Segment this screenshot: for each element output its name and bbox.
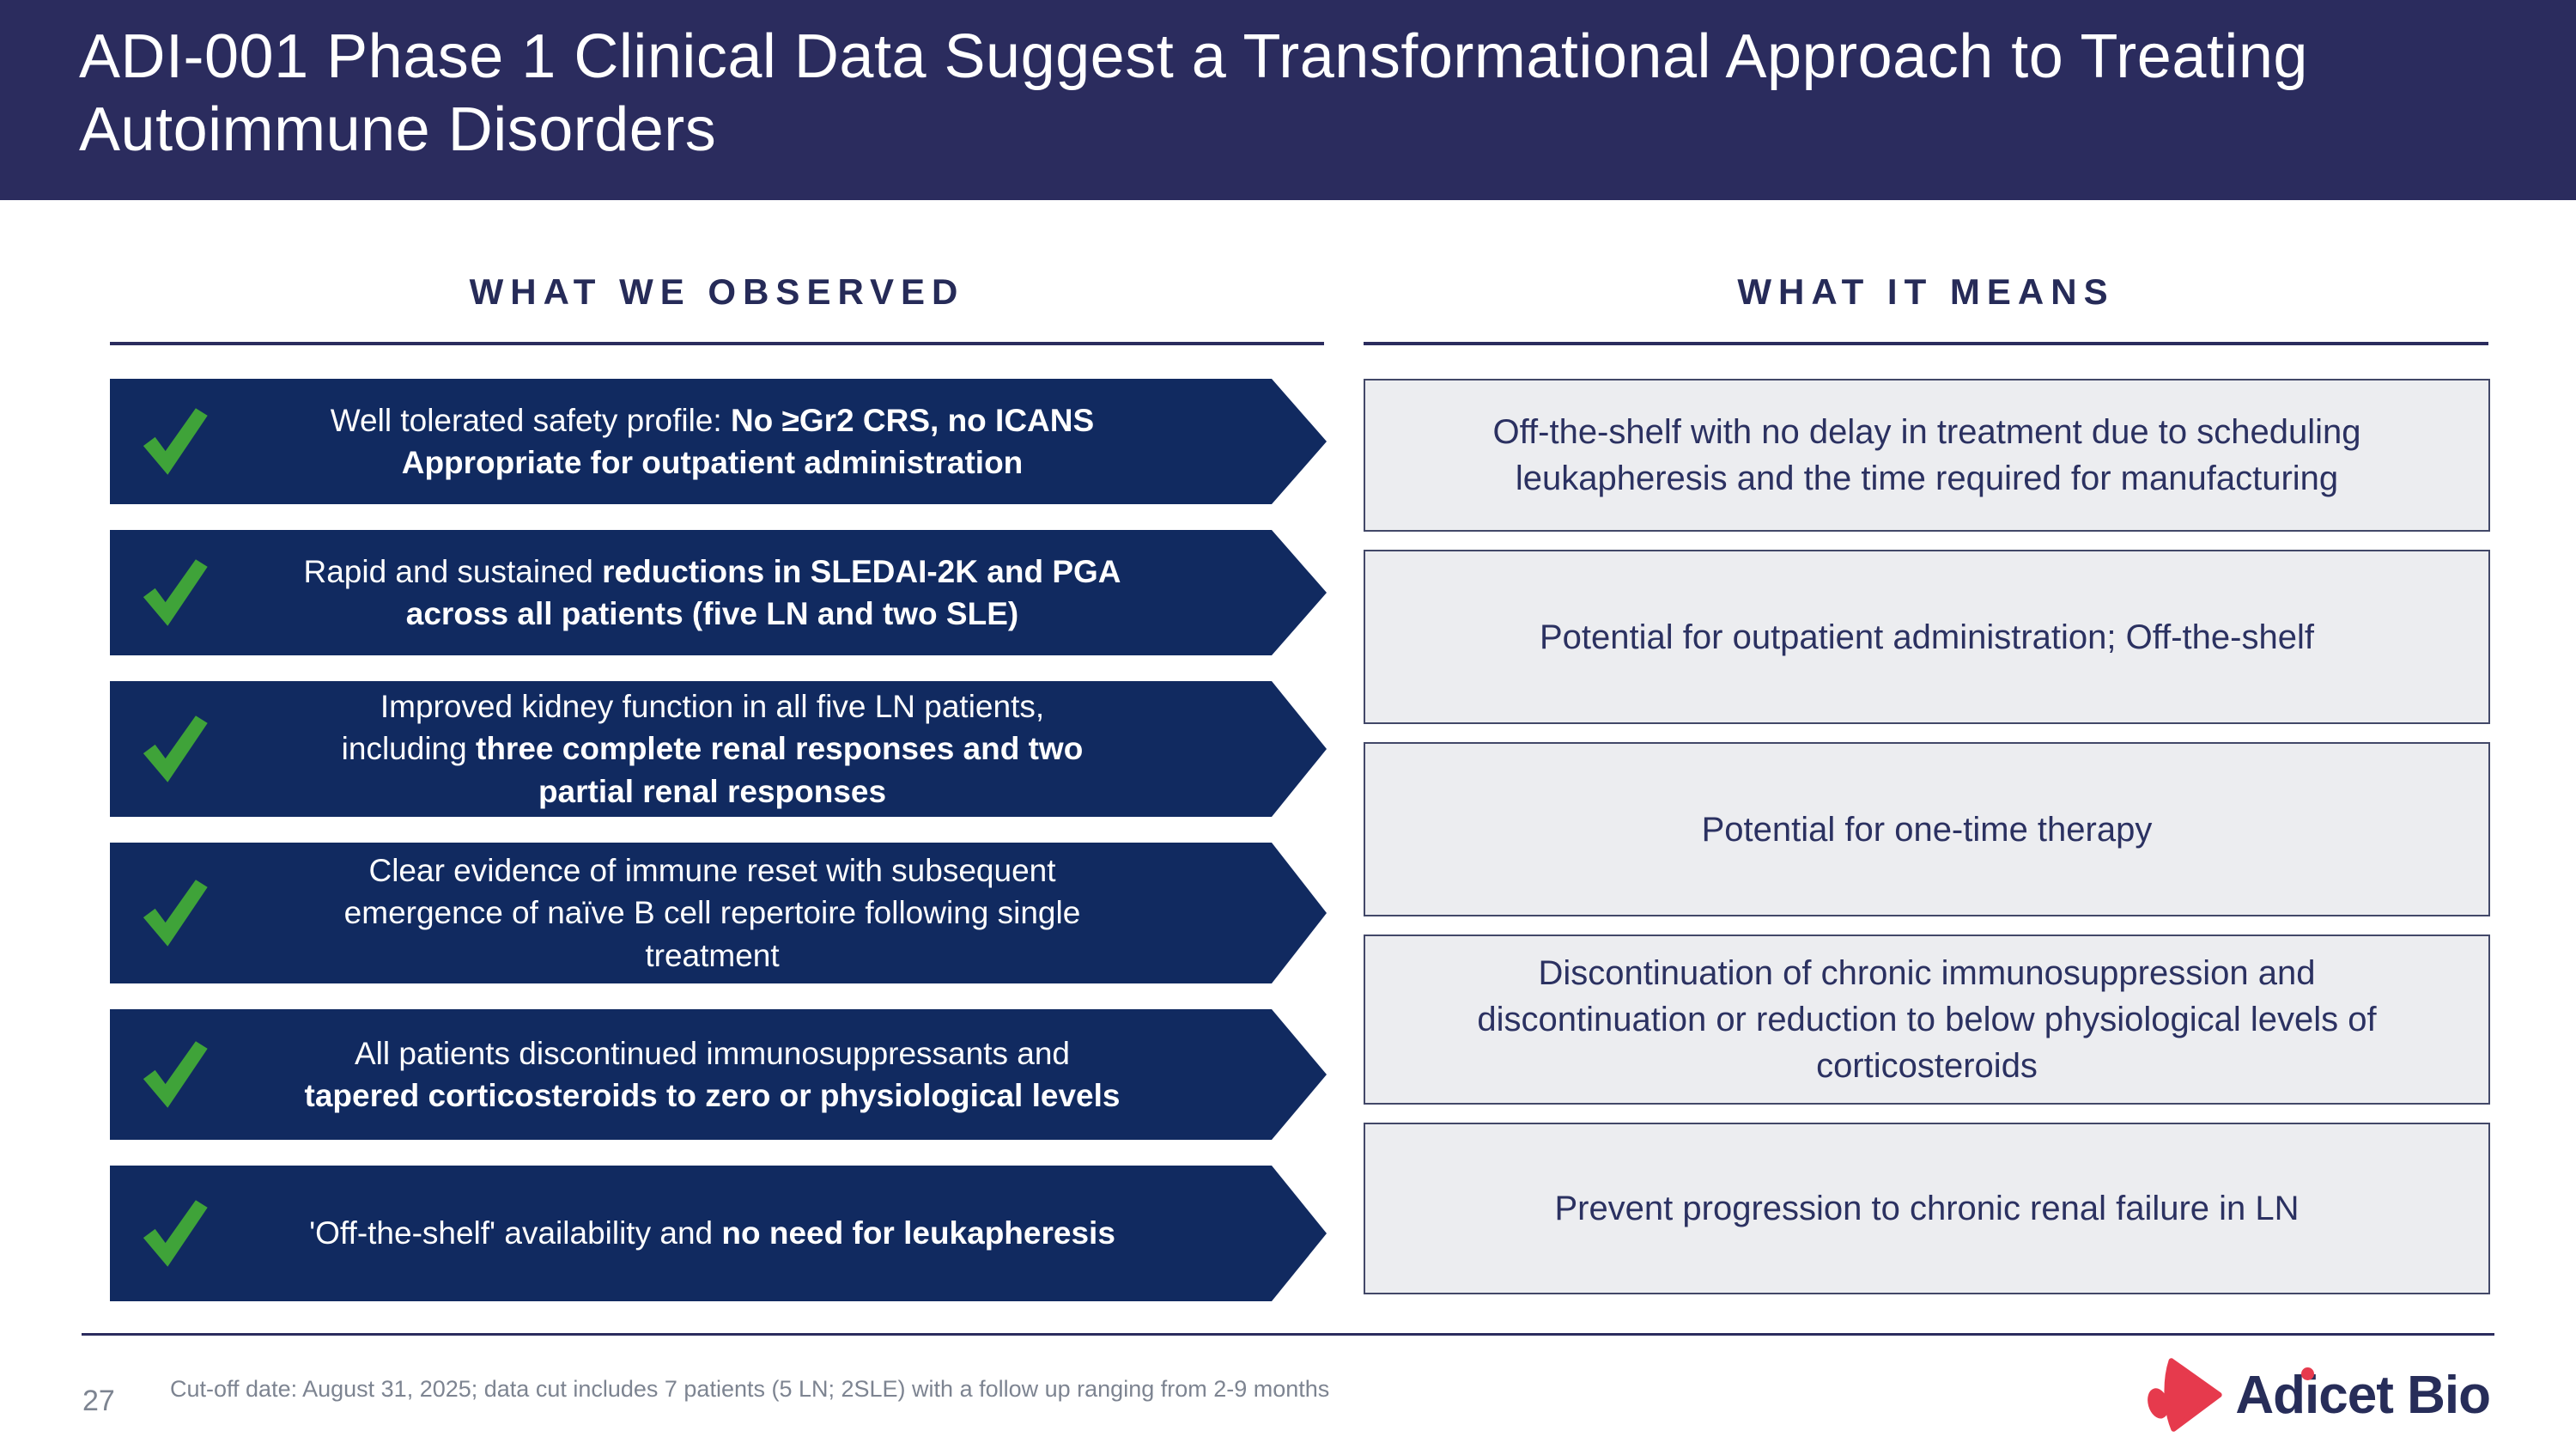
observed-item: 'Off-the-shelf' availability and no need… xyxy=(110,1166,1327,1301)
observed-text-segment: Rapid and sustained xyxy=(303,553,603,589)
footer-rule xyxy=(82,1333,2494,1336)
page-number: 27 xyxy=(82,1385,115,1417)
observed-item: Rapid and sustained reductions in SLEDAI… xyxy=(110,530,1327,655)
check-icon xyxy=(137,1033,211,1116)
observed-text-segment: partial renal responses xyxy=(538,773,887,809)
observed-item-text: 'Off-the-shelf' availability and no need… xyxy=(211,1212,1327,1254)
means-item: Potential for one-time therapy xyxy=(1364,742,2490,916)
means-item: Prevent progression to chronic renal fai… xyxy=(1364,1123,2490,1294)
logo-i-dot-icon xyxy=(2301,1367,2315,1380)
observed-text-segment: no need for leukapheresis xyxy=(721,1215,1115,1251)
observed-item: All patients discontinued immunosuppress… xyxy=(110,1009,1327,1140)
means-item-text: Potential for outpatient administration;… xyxy=(1540,618,2314,656)
observed-text-segment: emergence of naïve B cell repertoire fol… xyxy=(343,895,1081,931)
observed-text-segment: No ≥Gr2 CRS, no ICANS xyxy=(730,402,1095,438)
means-item: Potential for outpatient administration;… xyxy=(1364,550,2490,724)
means-item-text: Potential for one-time therapy xyxy=(1701,810,2153,849)
observed-text-segment: All patients discontinued immunosuppress… xyxy=(355,1035,1070,1071)
check-icon xyxy=(137,551,211,634)
observed-item: Well tolerated safety profile: No ≥Gr2 C… xyxy=(110,379,1327,504)
observed-heading-rule xyxy=(110,342,1324,345)
observed-text-segment: 'Off-the-shelf' availability and xyxy=(309,1215,722,1251)
means-column-heading: WHAT IT MEANS xyxy=(1737,271,2115,312)
means-item-text: Off-the-shelf with no delay in treatment… xyxy=(1492,413,2361,497)
adicet-bio-logo: Adicet Bio xyxy=(2146,1355,2491,1434)
observed-text-segment: treatment xyxy=(645,937,780,973)
adicet-logo-mark-icon xyxy=(2148,1358,2223,1432)
slide-header: ADI-001 Phase 1 Clinical Data Suggest a … xyxy=(0,0,2576,200)
observed-item: Improved kidney function in all five LN … xyxy=(110,681,1327,817)
check-icon xyxy=(137,400,211,483)
observed-text-segment: Clear evidence of immune reset with subs… xyxy=(368,853,1056,889)
observed-text-segment: Well tolerated safety profile: xyxy=(330,402,731,438)
observed-item-text: All patients discontinued immunosuppress… xyxy=(211,1032,1327,1117)
means-item-text: Discontinuation of chronic immunosuppres… xyxy=(1477,954,2377,1085)
slide-title: ADI-001 Phase 1 Clinical Data Suggest a … xyxy=(79,22,2308,164)
observed-column-heading: WHAT WE OBSERVED xyxy=(469,271,965,312)
observed-text-segment: across all patients (five LN and two SLE… xyxy=(405,596,1019,631)
check-icon xyxy=(137,1192,211,1275)
footnote: Cut-off date: August 31, 2025; data cut … xyxy=(170,1376,1330,1402)
means-item-text: Prevent progression to chronic renal fai… xyxy=(1554,1190,2300,1227)
observed-item-text: Clear evidence of immune reset with subs… xyxy=(211,849,1327,977)
means-item: Off-the-shelf with no delay in treatment… xyxy=(1364,379,2490,532)
logo-text-wrap: Adicet Bio xyxy=(2235,1365,2491,1426)
observed-item-text: Well tolerated safety profile: No ≥Gr2 C… xyxy=(211,399,1327,484)
observed-item: Clear evidence of immune reset with subs… xyxy=(110,843,1327,983)
means-item: Discontinuation of chronic immunosuppres… xyxy=(1364,935,2490,1105)
check-icon xyxy=(137,872,211,954)
logo-brand-text: Adicet Bio xyxy=(2235,1365,2491,1425)
observed-item-text: Improved kidney function in all five LN … xyxy=(211,685,1327,813)
means-heading-rule xyxy=(1364,342,2488,345)
observed-text-segment: Appropriate for outpatient administratio… xyxy=(401,445,1024,480)
observed-text-segment: three complete renal responses and two xyxy=(476,731,1084,767)
observed-list: Well tolerated safety profile: No ≥Gr2 C… xyxy=(110,379,1327,1301)
observed-text-segment: including xyxy=(341,731,476,767)
observed-text-segment: Improved kidney function in all five LN … xyxy=(380,689,1045,725)
means-list: Off-the-shelf with no delay in treatment… xyxy=(1364,379,2490,1294)
observed-text-segment: tapered corticosteroids to zero or physi… xyxy=(304,1078,1121,1113)
observed-text-segment: reductions in SLEDAI-2K and PGA xyxy=(602,553,1121,589)
check-icon xyxy=(137,708,211,790)
observed-item-text: Rapid and sustained reductions in SLEDAI… xyxy=(211,551,1327,635)
